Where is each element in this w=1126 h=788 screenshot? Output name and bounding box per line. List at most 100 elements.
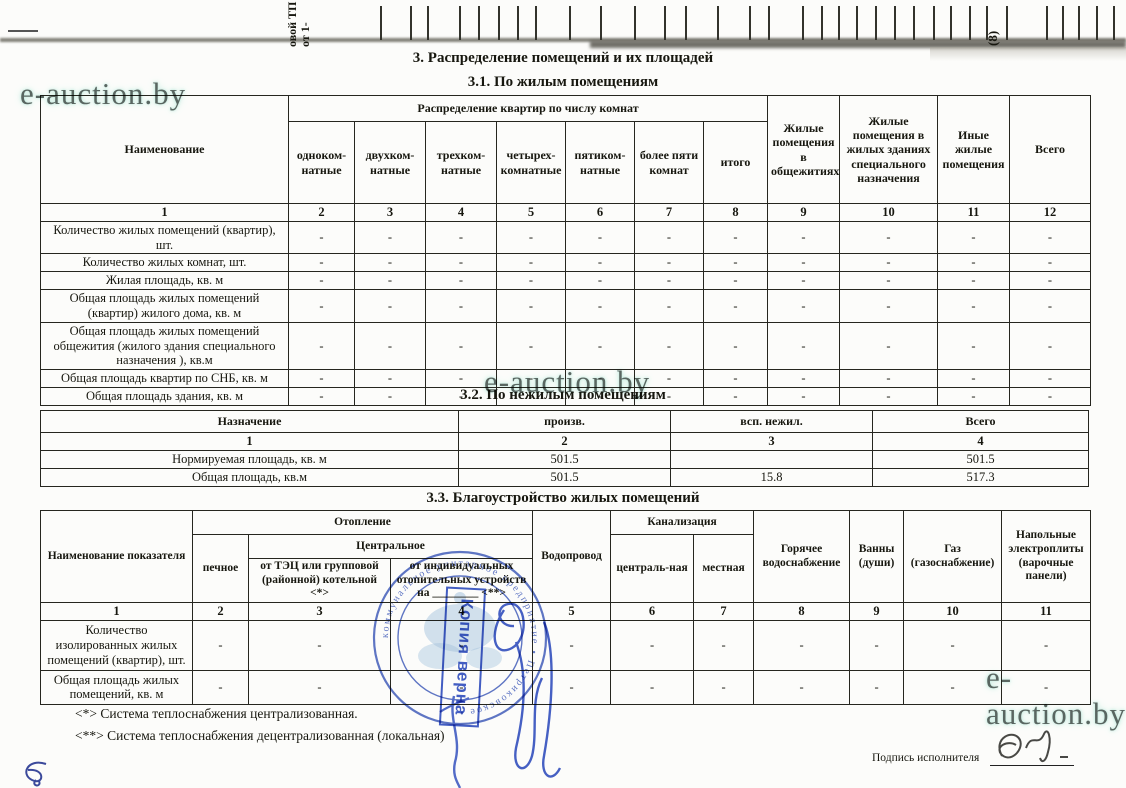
table-column-line (1046, 6, 1048, 40)
table-column-line (664, 6, 666, 40)
column-number: 10 (903, 602, 1003, 621)
section-3-1-title: 3.1. По жилым помещениям (467, 74, 659, 90)
col-header-sewer-central: централь-ная (610, 534, 695, 603)
cell-value: - (903, 669, 1003, 705)
cell-value: - (565, 220, 635, 255)
cell-value: 501.5 (872, 449, 1089, 469)
row-label: Количество изолированных жилых помещений… (40, 619, 193, 671)
cell-value: - (496, 289, 566, 323)
watermark-e-auction: e-auction.by (20, 76, 187, 111)
table-column-line (802, 6, 804, 40)
col-header-total: Всего (1009, 95, 1092, 204)
table-column-line (535, 6, 537, 40)
table-row: Общая площадь жилых помещений, кв. м----… (40, 669, 1092, 705)
col-header-baths: Ванны (души) (849, 510, 905, 603)
col-header-purpose: Назначение (40, 410, 459, 433)
table-row: Количество жилых помещений (квартир), шт… (40, 220, 1092, 255)
table-column-line (685, 6, 687, 40)
cell-value: - (839, 369, 939, 388)
cell-value: - (288, 220, 355, 255)
table-column-line (634, 6, 636, 40)
table-column-line (427, 6, 429, 40)
cell-value: - (767, 271, 841, 291)
column-number: 4 (872, 432, 1089, 451)
column-number: 1 (40, 432, 459, 451)
cell-value: - (192, 669, 249, 705)
col-header-stove-heating: печное (192, 534, 249, 603)
executor-signature-ink (998, 730, 1068, 763)
cell-value: - (1009, 253, 1092, 273)
col-header-subtotal: итого (702, 121, 769, 204)
cell-value: 517.3 (872, 467, 1089, 487)
row-label: Общая площадь жилых помещений общежития … (40, 321, 289, 371)
cell-value: - (248, 669, 391, 705)
row-label: Общая площадь, кв.м (40, 467, 459, 487)
cell-value: - (702, 289, 769, 323)
cell-value: - (248, 619, 391, 671)
table-row: Общая площадь жилых помещений общежития … (40, 321, 1092, 371)
col-header-special: Жилые помещения в жилых зданиях специаль… (839, 95, 939, 204)
cell-value: - (1009, 271, 1092, 291)
cell-value: - (634, 220, 704, 255)
cell-value: - (937, 253, 1011, 273)
cell-value: - (767, 321, 841, 371)
cell-value: - (288, 289, 355, 323)
col-header-gas: Газ (газоснабжение) (903, 510, 1003, 603)
cell-value: - (767, 289, 841, 323)
cell-value: - (610, 619, 695, 671)
column-number: 1 (40, 602, 193, 621)
col-header-aux: всп. нежил. (670, 410, 873, 433)
table-column-line (1062, 6, 1064, 40)
col-header-5room: пятиком-натные (565, 121, 635, 204)
row-label: Общая площадь жилых помещений (квартир) … (40, 289, 289, 323)
column-numbers-row: 1 2 3 4 5 6 7 8 9 10 11 12 (40, 203, 1092, 222)
cell-value: - (839, 321, 939, 371)
column-number: 5 (496, 203, 566, 222)
cell-value: - (354, 220, 426, 255)
watermark-e-auction: e-auction.by (484, 364, 651, 399)
cell-value: - (1001, 669, 1092, 705)
table-row: Общая площадь жилых помещений (квартир) … (40, 289, 1092, 323)
table-column-line (380, 6, 382, 40)
row-label: Общая площадь здания, кв. м (40, 387, 289, 406)
column-number: 8 (753, 602, 851, 621)
cell-value: 15.8 (670, 467, 873, 487)
table-column-line (410, 6, 412, 40)
column-number: 7 (693, 602, 755, 621)
cell-value: - (425, 321, 497, 371)
col-header-total: Всего (872, 410, 1089, 433)
col-group-sewer: Канализация (610, 510, 755, 535)
table-row: Общая площадь, кв.м 501.5 15.8 517.3 (40, 467, 1089, 487)
column-number: 2 (192, 602, 249, 621)
signature-underline (990, 765, 1074, 766)
table-column-line (913, 6, 915, 40)
table-column-line (569, 6, 571, 40)
footnote-centralized: <*> Система теплоснабжения централизован… (75, 706, 358, 721)
cell-value: - (753, 619, 851, 671)
cell-value: - (702, 271, 769, 291)
cell-value: - (565, 321, 635, 371)
table-column-line (600, 6, 602, 40)
column-number: 9 (767, 203, 841, 222)
cell-value: - (702, 253, 769, 273)
cell-value: - (288, 253, 355, 273)
cell-value: - (425, 253, 497, 273)
table-column-line (517, 6, 519, 40)
col-header-indicator: Наименование показателя (40, 510, 193, 603)
cell-value: - (753, 669, 851, 705)
column-number: 7 (634, 203, 704, 222)
column-number: 3 (354, 203, 426, 222)
handwritten-mark-icon (25, 761, 47, 787)
table-column-line (986, 6, 988, 40)
cell-value: - (1009, 321, 1092, 371)
table-row: Количество жилых комнат, шт. - - - - - - - - - - - (40, 253, 1092, 273)
table-column-line (821, 6, 823, 40)
col-header-sewer-local: местная (693, 534, 755, 603)
col-header-other: Иные жилые помещения (937, 95, 1011, 204)
cell-value: - (565, 253, 635, 273)
cell-value: - (425, 387, 497, 406)
cell-value: - (288, 369, 355, 388)
col-header-2room: двухком-натные (354, 121, 426, 204)
col-header-4room: четырех-комнатные (496, 121, 566, 204)
